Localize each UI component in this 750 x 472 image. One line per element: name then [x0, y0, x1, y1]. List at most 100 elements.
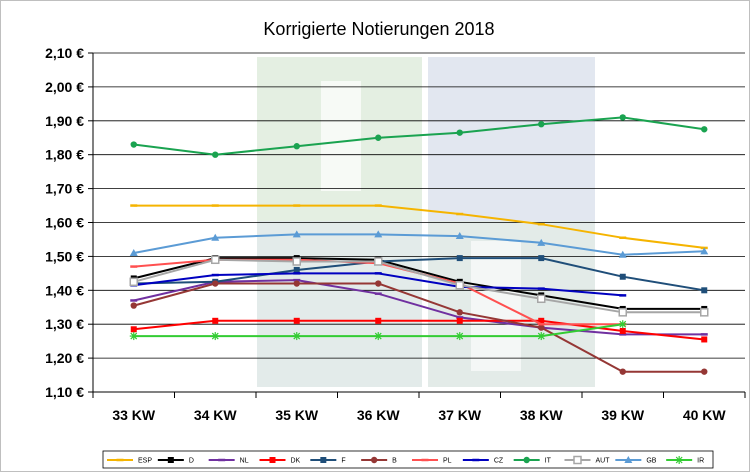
y-tick-label: 1,60 € — [45, 215, 84, 231]
data-point-aut — [211, 255, 220, 265]
data-point-it — [375, 134, 382, 141]
series-line-aut — [133, 258, 705, 314]
data-point-b — [456, 309, 463, 316]
data-point-it — [293, 143, 300, 150]
series-line-b — [133, 282, 705, 373]
data-point-gb — [211, 233, 220, 241]
legend-label-pl: PL — [443, 458, 452, 465]
data-point-gb — [618, 250, 627, 258]
y-tick-label: 1,50 € — [45, 248, 84, 264]
data-point-it — [538, 120, 545, 128]
x-tick-label: 33 KW — [112, 407, 156, 423]
watermark-logo — [257, 57, 595, 387]
data-point-f — [701, 287, 708, 294]
y-tick-labels: 1,10 € 1,20 € 1,30 € 1,40 € 1,50 € 1,60 € 1,70… — [45, 45, 84, 400]
data-point-dk — [456, 317, 463, 324]
y-tick-label: 1,30 € — [45, 316, 84, 332]
y-tick-label: 1,80 € — [45, 147, 84, 163]
x-tick-label: 38 KW — [520, 407, 564, 423]
legend-item-gb: GB — [615, 456, 657, 465]
chart-title: Korrigierte Notierungen 2018 — [263, 19, 494, 39]
watermark-block — [257, 221, 422, 387]
data-point-ir — [618, 320, 627, 329]
data-point-aut — [455, 280, 464, 290]
data-point-f — [293, 266, 300, 273]
data-point-dk — [701, 336, 708, 343]
data-point-dk — [619, 327, 626, 334]
gridlines — [88, 52, 745, 393]
data-point-it — [456, 129, 463, 136]
x-tick-label: 34 KW — [194, 407, 238, 423]
series-line-esp — [133, 204, 705, 249]
legend-label-cz: CZ — [494, 458, 504, 465]
y-tick-label: 1,70 € — [45, 181, 84, 197]
legend-item-b: B — [361, 456, 397, 465]
legend-label-nl: NL — [240, 458, 249, 465]
series-line-d — [133, 257, 705, 310]
series-line-it — [133, 116, 705, 156]
data-point-dk — [212, 317, 219, 324]
data-point-ir — [211, 332, 220, 341]
legend-marker-gb — [624, 456, 633, 463]
legend-marker-d — [167, 457, 174, 463]
data-point-b — [619, 368, 626, 375]
legend-label-dk: DK — [291, 458, 301, 465]
data-point-dk — [538, 317, 545, 324]
legend-item-aut: AUT — [564, 455, 610, 465]
data-point-f — [456, 255, 463, 262]
y-tick-label: 2,10 € — [45, 45, 84, 61]
x-tick-label: 37 KW — [438, 407, 482, 423]
legend-label-it: IT — [545, 458, 552, 465]
legend-item-d: D — [157, 457, 194, 465]
legend-item-cz: CZ — [462, 458, 504, 465]
data-point-f — [538, 255, 545, 262]
legend-item-dk: DK — [259, 457, 301, 465]
data-point-b — [538, 324, 545, 331]
series-ir — [129, 320, 627, 341]
y-tick-label: 1,90 € — [45, 113, 84, 129]
data-point-gb — [537, 238, 546, 246]
series-b — [130, 280, 708, 375]
data-point-b — [293, 280, 300, 287]
data-point-ir — [374, 332, 383, 341]
data-point-ir — [292, 332, 301, 341]
data-series — [129, 114, 709, 375]
legend: ESP D NL DK F B PL CZ IT AUT GB IR — [102, 450, 714, 469]
series-gb — [129, 230, 709, 258]
x-tick-labels: 33 KW 34 KW 35 KW 36 KW 37 KW 38 KW 39 KW 40 KW — [112, 407, 726, 423]
legend-item-pl: PL — [412, 458, 452, 465]
data-point-it — [212, 151, 219, 158]
data-point-ir — [455, 332, 464, 341]
watermark-block — [321, 81, 361, 191]
legend-label-esp: ESP — [138, 458, 152, 465]
legend-label-d: D — [189, 458, 194, 465]
y-tick-label: 1,20 € — [45, 350, 84, 366]
data-point-gb — [700, 247, 709, 255]
legend-label-b: B — [392, 458, 397, 465]
series-dk — [130, 317, 708, 343]
data-point-it — [619, 114, 626, 121]
data-point-dk — [293, 317, 300, 324]
legend-marker-it — [523, 456, 530, 464]
legend-item-nl: NL — [208, 458, 249, 465]
legend-label-gb: GB — [646, 458, 656, 465]
axes — [92, 53, 746, 398]
legend-item-it: IT — [513, 456, 552, 465]
data-point-aut — [292, 257, 301, 266]
legend-item-ir: IR — [666, 456, 704, 465]
data-point-aut — [618, 308, 627, 317]
legend-box — [102, 450, 714, 469]
legend-item-esp: ESP — [107, 458, 152, 465]
data-point-aut — [700, 308, 709, 317]
data-point-b — [701, 368, 708, 375]
data-point-b — [375, 280, 382, 287]
legend-marker-ir — [675, 456, 684, 464]
legend-marker-dk — [269, 457, 276, 463]
y-tick-label: 1,40 € — [45, 282, 84, 298]
legend-label-ir: IR — [697, 458, 704, 465]
data-point-ir — [537, 332, 546, 341]
series-line-dk — [133, 319, 705, 341]
watermark-block — [471, 241, 521, 371]
data-point-ir — [129, 332, 138, 341]
